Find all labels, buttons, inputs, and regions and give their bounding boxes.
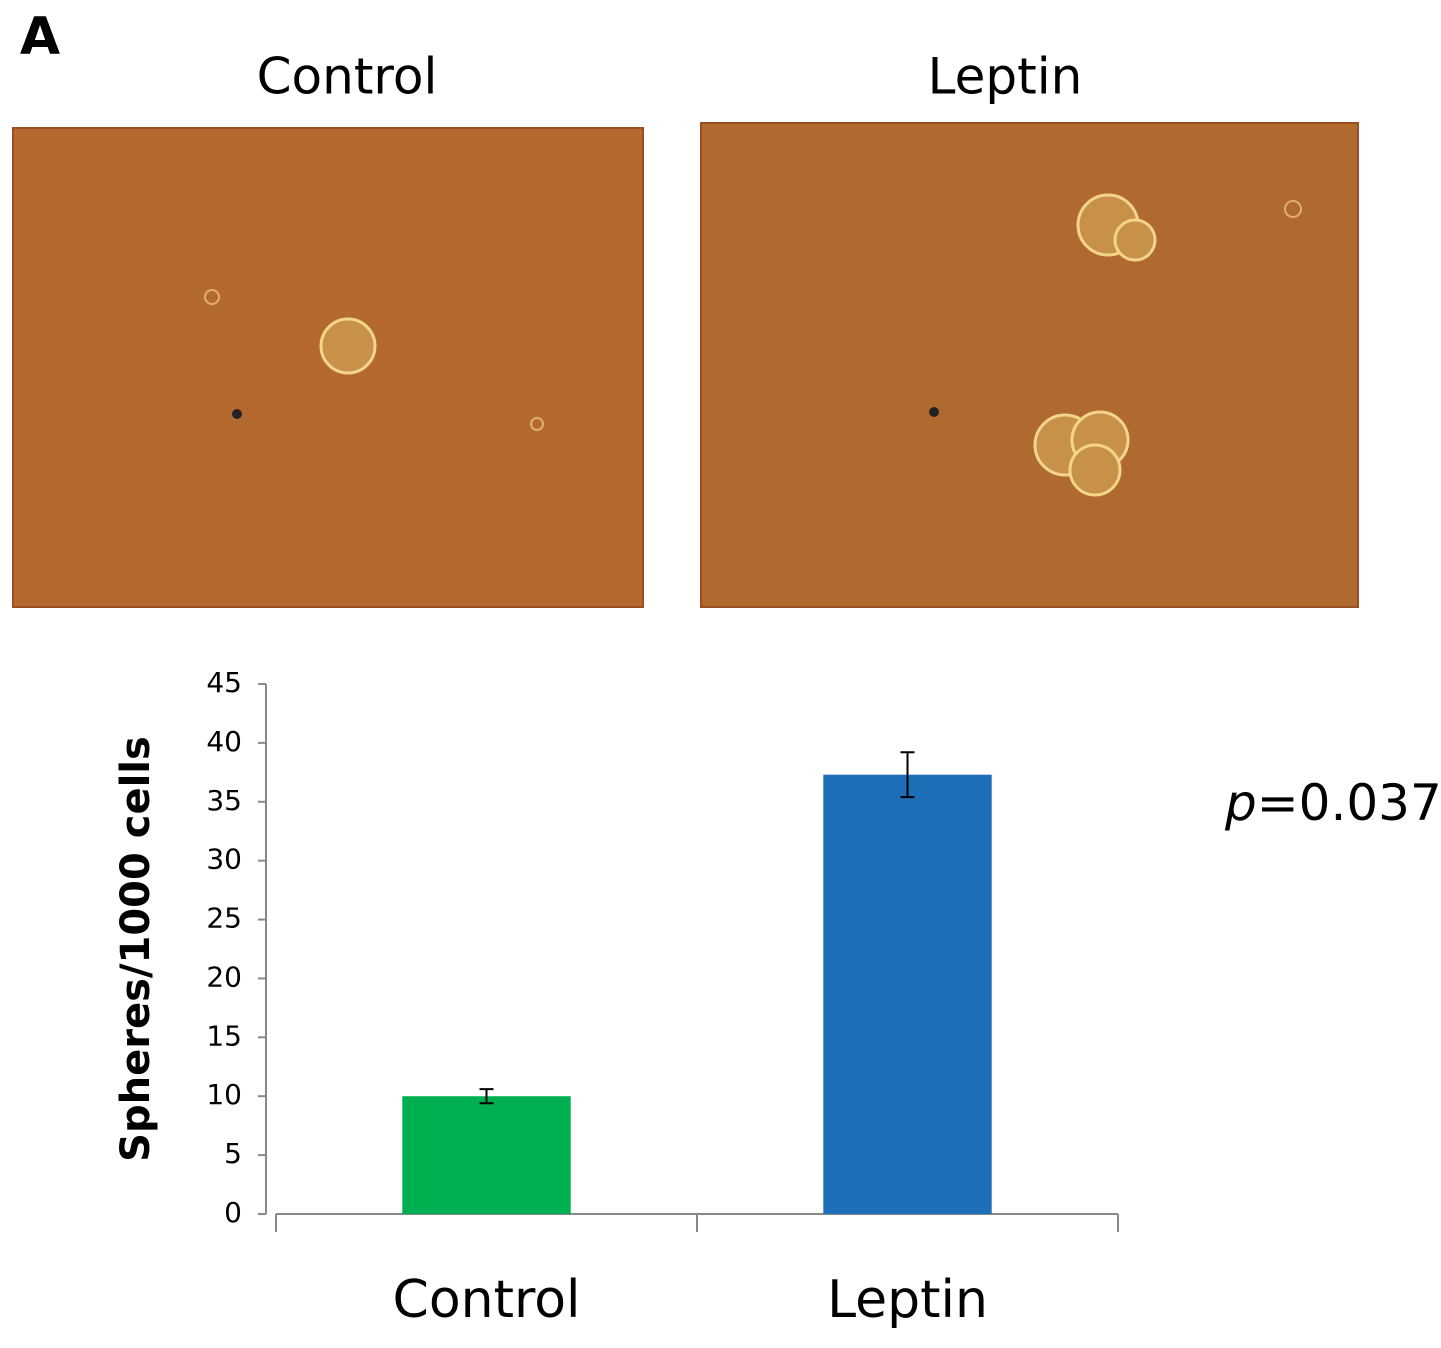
bar <box>823 774 992 1214</box>
panel-label: A <box>20 7 60 67</box>
annotation-text: =0.037 <box>1257 774 1441 832</box>
image-title: Leptin <box>928 48 1083 106</box>
y-tick-label: 5 <box>224 1137 242 1170</box>
annotation: p=0.037 <box>1224 774 1441 832</box>
micrograph <box>700 122 1359 608</box>
y-tick-label: 40 <box>206 725 242 758</box>
error-bar <box>479 1088 494 1105</box>
annotation-italic: p <box>1224 774 1257 832</box>
y-tick-label: 25 <box>206 902 242 935</box>
micrograph <box>12 127 644 608</box>
y-tick-label: 35 <box>206 784 242 817</box>
y-tick-label: 20 <box>206 960 242 993</box>
y-tick-label: 10 <box>206 1078 242 1111</box>
y-axis-label: Spheres/1000 cells <box>113 736 159 1162</box>
y-tick-label: 45 <box>206 666 242 699</box>
y-tick-label: 30 <box>206 843 242 876</box>
bar <box>402 1096 571 1214</box>
x-tick-label: Leptin <box>827 1270 988 1330</box>
x-tick-label: Control <box>393 1270 581 1330</box>
image-title: Control <box>257 48 438 106</box>
y-tick-label: 15 <box>206 1019 242 1052</box>
y-tick-label: 0 <box>224 1196 242 1229</box>
error-bar <box>900 751 915 799</box>
